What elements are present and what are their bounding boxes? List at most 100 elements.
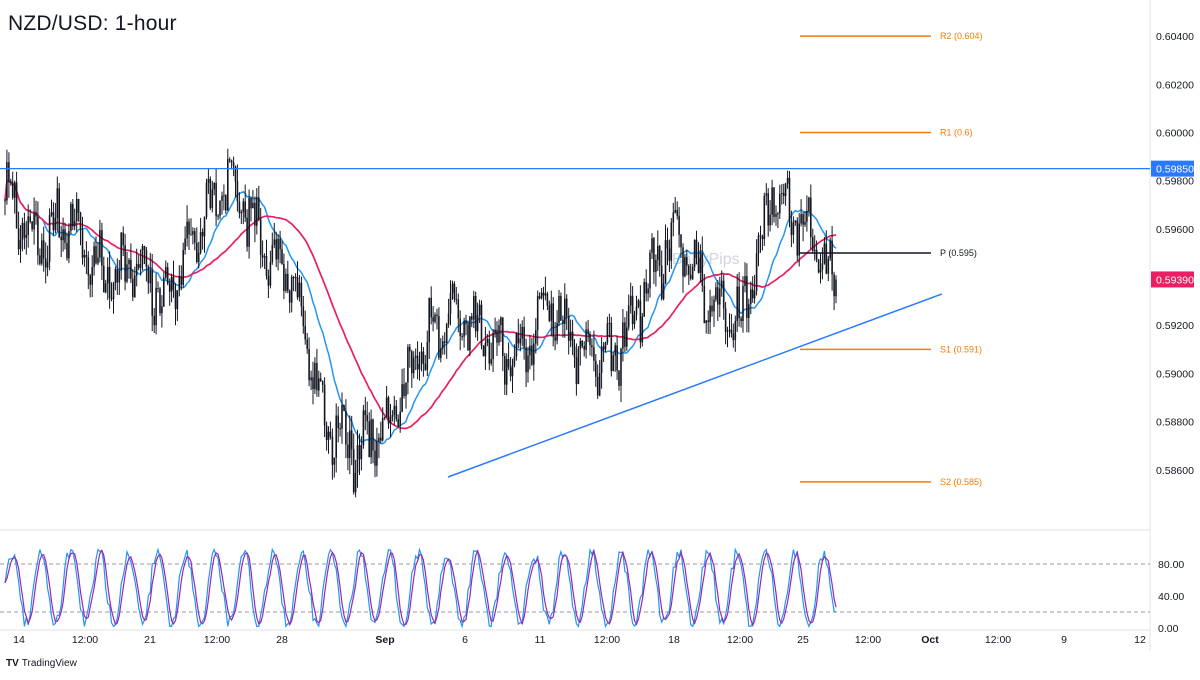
candle-body bbox=[467, 324, 469, 351]
candle-body bbox=[626, 327, 628, 347]
time-tick-label: 12:00 bbox=[985, 634, 1011, 646]
candle-body bbox=[715, 287, 717, 300]
candle-body bbox=[662, 283, 665, 299]
candle-body bbox=[108, 267, 111, 298]
candle-body bbox=[689, 274, 692, 279]
candle-body bbox=[722, 280, 725, 309]
levels: R2 (0.604) R1 (0.6) P (0.595) S1 (0.591) S2 … bbox=[0, 31, 1150, 487]
candle-body bbox=[564, 298, 566, 324]
candle-body bbox=[165, 267, 167, 278]
candle-body bbox=[455, 299, 458, 301]
candle-body bbox=[294, 277, 297, 279]
candle-body bbox=[517, 332, 520, 344]
candle-body bbox=[635, 306, 638, 315]
candle-body bbox=[567, 316, 570, 341]
candle-body bbox=[658, 246, 661, 266]
moving-average-slow bbox=[4, 180, 837, 430]
candle-body bbox=[149, 269, 152, 284]
time-tick-label: 21 bbox=[144, 634, 156, 646]
candle-body bbox=[292, 277, 295, 278]
candle-body bbox=[130, 260, 132, 279]
candle-body bbox=[800, 214, 802, 224]
candle-body bbox=[482, 345, 485, 357]
candle-body bbox=[717, 287, 719, 305]
candle-body bbox=[792, 222, 795, 235]
candle-body bbox=[546, 293, 549, 306]
candle-body bbox=[199, 231, 202, 253]
candle-body bbox=[504, 356, 506, 385]
price-tick-label: 0.60400 bbox=[1156, 31, 1194, 43]
candle-body bbox=[182, 250, 184, 285]
candle-body bbox=[480, 304, 483, 346]
candle-body bbox=[207, 178, 210, 183]
candle-body bbox=[538, 296, 541, 299]
candle-body bbox=[335, 415, 337, 458]
candle-body bbox=[691, 266, 694, 279]
candle-body bbox=[701, 252, 704, 286]
candle-body bbox=[104, 283, 107, 293]
candle-body bbox=[33, 213, 35, 230]
candle-body bbox=[678, 215, 680, 235]
chart-title: NZD/USD: 1-hour bbox=[8, 12, 177, 35]
candle-body bbox=[112, 283, 115, 300]
candle-body bbox=[730, 329, 733, 334]
candle-body bbox=[186, 221, 188, 239]
candle-body bbox=[178, 276, 181, 291]
candle-body bbox=[618, 370, 620, 386]
candle-body bbox=[11, 182, 14, 198]
candle-body bbox=[252, 202, 254, 209]
tradingview-credit[interactable]: TV TradingView bbox=[6, 658, 77, 669]
candle-body bbox=[610, 322, 613, 371]
candle-body bbox=[21, 222, 24, 240]
candle-body bbox=[633, 314, 636, 324]
candle-body bbox=[300, 282, 303, 307]
price-tick-label: 0.59000 bbox=[1156, 368, 1194, 380]
candle-body bbox=[657, 246, 659, 260]
candle-body bbox=[407, 346, 409, 383]
candle-body bbox=[643, 282, 645, 317]
candle-body bbox=[360, 445, 363, 460]
candle-body bbox=[223, 195, 225, 197]
candle-body bbox=[798, 223, 800, 256]
candle-body bbox=[581, 340, 583, 347]
candle-body bbox=[552, 303, 554, 337]
candle-body bbox=[304, 326, 306, 340]
candle-body bbox=[10, 182, 12, 184]
candle-body bbox=[614, 345, 616, 356]
candle-body bbox=[453, 283, 456, 300]
candle-body bbox=[170, 276, 173, 292]
candle-body bbox=[163, 277, 165, 307]
candle-body bbox=[310, 377, 312, 381]
candle-body bbox=[409, 346, 411, 352]
candle-body bbox=[89, 275, 91, 285]
candle-body bbox=[794, 220, 797, 223]
candle-body bbox=[205, 182, 208, 217]
candle-body bbox=[438, 316, 440, 358]
time-tick-label: 12:00 bbox=[727, 634, 753, 646]
candle-body bbox=[622, 322, 624, 349]
candle-body bbox=[258, 197, 260, 220]
candle-body bbox=[728, 329, 731, 331]
candle-body bbox=[476, 315, 479, 332]
price-tick-label: 0.60200 bbox=[1156, 79, 1194, 91]
candle-body bbox=[356, 445, 359, 473]
candle-body bbox=[157, 288, 159, 289]
candle-body bbox=[606, 323, 609, 343]
candle-body bbox=[589, 333, 591, 346]
candle-body bbox=[41, 240, 43, 264]
candle-body bbox=[769, 214, 771, 226]
candle-body bbox=[629, 295, 632, 306]
candle-body bbox=[575, 357, 578, 384]
candle-body bbox=[97, 257, 99, 264]
candle-body bbox=[736, 286, 738, 321]
candle-body bbox=[684, 257, 686, 277]
last-price-tag bbox=[1151, 271, 1194, 288]
candle-body bbox=[616, 345, 618, 371]
candle-body bbox=[724, 308, 727, 332]
candle-body bbox=[817, 259, 820, 273]
candle-body bbox=[83, 255, 86, 258]
candle-body bbox=[13, 182, 16, 198]
candle-body bbox=[445, 324, 448, 343]
candle-body bbox=[478, 304, 481, 315]
